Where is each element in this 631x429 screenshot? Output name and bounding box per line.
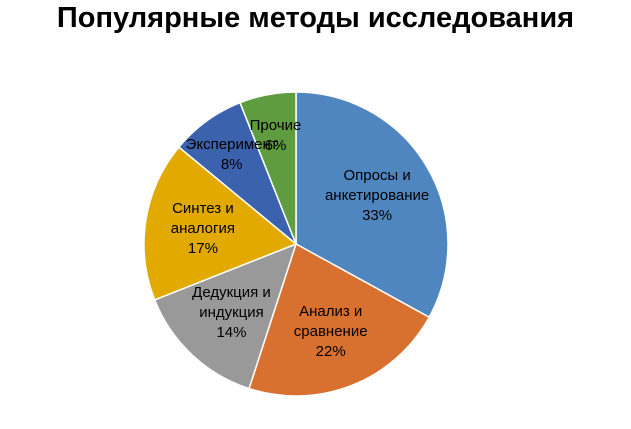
slice-label: Эксперимент 8% [172, 135, 292, 175]
value-label: 6% [264, 137, 287, 155]
category-label: Прочие [249, 117, 302, 135]
value-label: 22% [315, 342, 346, 360]
slice-label: Синтез и аналогия 17% [143, 199, 263, 259]
pie-slice [143, 146, 298, 301]
slice-label: Прочие 6% [215, 116, 335, 156]
slice-label: Дедукция и индукция 14% [171, 283, 291, 343]
value-label: 33% [362, 207, 393, 225]
pie-slice [248, 242, 431, 397]
pie-slice [239, 91, 297, 245]
slice-label: Опросы и анкетирование 33% [317, 166, 437, 226]
category-label: Опросы и анкетирование [324, 167, 430, 205]
value-label: 17% [187, 240, 218, 258]
category-label: Анализ и сравнение [293, 302, 368, 340]
pie-slice [295, 91, 449, 319]
chart-title: Популярные методы исследования [56, 2, 575, 34]
value-label: 8% [220, 156, 243, 174]
category-label: Синтез и аналогия [170, 200, 236, 238]
category-label: Дедукция и индукция [192, 283, 271, 321]
slice-label: Анализ и сравнение 22% [271, 302, 391, 362]
category-label: Эксперимент [185, 136, 278, 154]
value-label: 14% [216, 323, 247, 341]
pie-slice [153, 242, 298, 390]
